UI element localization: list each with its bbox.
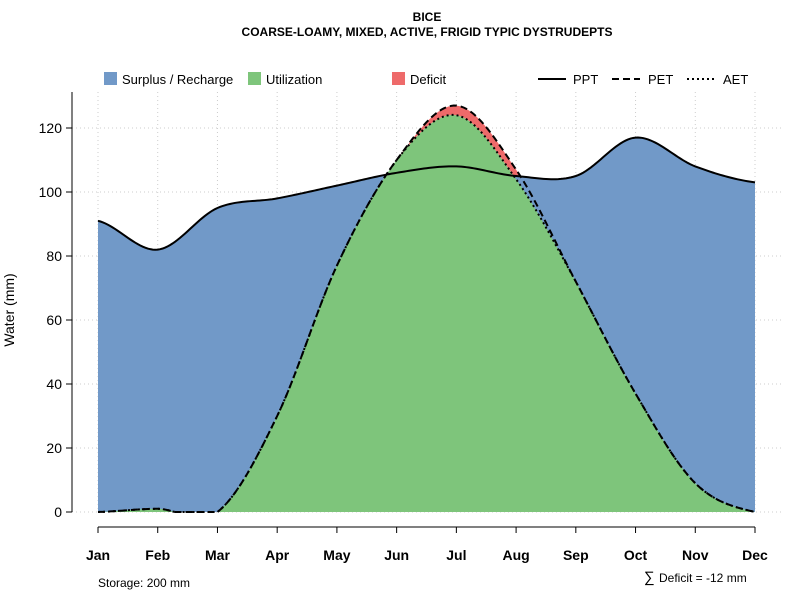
x-tick-label-mar: Mar (205, 547, 230, 563)
y-tick-label-80: 80 (46, 248, 62, 264)
x-tick-label-nov: Nov (682, 547, 709, 563)
series-line-pet (97, 104, 756, 513)
x-tick-label-sep: Sep (563, 547, 589, 563)
area-fills (98, 105, 755, 513)
legend-label-pet: PET (648, 72, 673, 87)
y-tick-label-60: 60 (46, 312, 62, 328)
series-lines (97, 104, 756, 513)
y-tick-label-20: 20 (46, 440, 62, 456)
legend-label-utilization: Utilization (266, 72, 322, 87)
legend-swatch-utilization (248, 72, 261, 85)
x-tick-label-oct: Oct (624, 547, 648, 563)
sum-icon: ∑ (644, 569, 655, 586)
legend-label-deficit: Deficit (410, 72, 447, 87)
legend: Surplus / Recharge Utilization Deficit P… (104, 72, 748, 87)
x-tick-label-aug: Aug (502, 547, 529, 563)
axes: 0 20 40 60 80 100 120 Jan Feb Mar Apr May Jun Jul Aug S… (39, 92, 768, 563)
x-tick-label-may: May (323, 547, 350, 563)
legend-label-surplus: Surplus / Recharge (122, 72, 233, 87)
chart-subtitle: COARSE-LOAMY, MIXED, ACTIVE, FRIGID TYPI… (242, 25, 613, 39)
legend-label-ppt: PPT (573, 72, 598, 87)
x-tick-label-jan: Jan (86, 547, 110, 563)
y-tick-label-40: 40 (46, 376, 62, 392)
area-utilization (98, 114, 755, 513)
y-tick-label-0: 0 (54, 504, 62, 520)
y-tick-label-120: 120 (39, 120, 63, 136)
y-tick-label-100: 100 (39, 184, 63, 200)
chart-title: BICE (413, 10, 442, 24)
deficit-note: Deficit = -12 mm (659, 571, 747, 585)
x-tick-label-feb: Feb (145, 547, 170, 563)
legend-swatch-surplus (104, 72, 117, 85)
storage-note: Storage: 200 mm (98, 576, 190, 590)
x-tick-label-dec: Dec (742, 547, 768, 563)
series-line-aet (97, 113, 756, 513)
x-tick-label-apr: Apr (265, 547, 290, 563)
legend-swatch-deficit (392, 72, 405, 85)
series-line-ppt (97, 136, 756, 251)
x-tick-label-jun: Jun (384, 547, 409, 563)
y-axis-label: Water (mm) (1, 273, 17, 346)
x-tick-label-jul: Jul (446, 547, 466, 563)
legend-label-aet: AET (723, 72, 748, 87)
